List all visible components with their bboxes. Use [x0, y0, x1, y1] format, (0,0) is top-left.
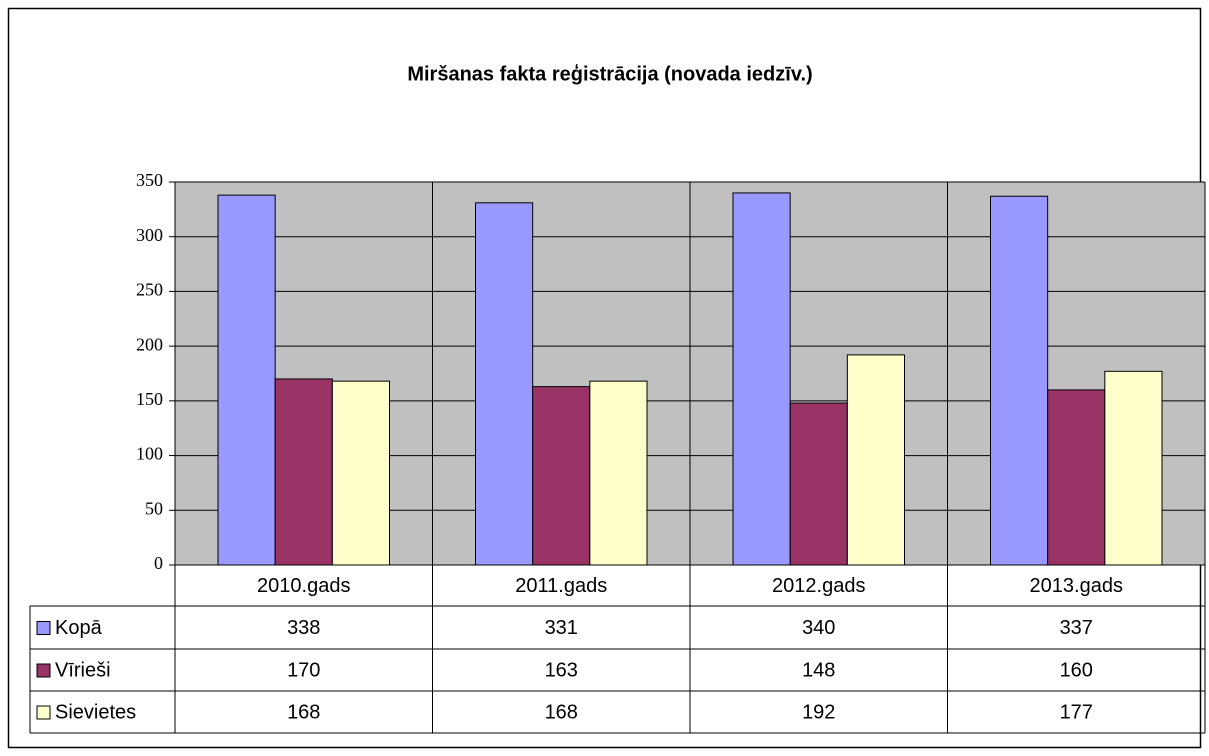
bar — [589, 380, 648, 566]
x-tick-label: 2010.gads — [257, 575, 350, 597]
bar — [1104, 370, 1163, 566]
table-value: 168 — [545, 701, 578, 723]
legend-key — [36, 663, 51, 678]
table-value: 340 — [802, 617, 835, 639]
x-tick-label: 2011.gads — [515, 575, 607, 597]
bar — [789, 402, 848, 566]
table-value: 192 — [802, 701, 835, 723]
x-tick-label: 2013.gads — [1030, 575, 1123, 597]
table-value: 163 — [545, 659, 578, 681]
bar — [331, 380, 390, 566]
chart-title: Miršanas fakta reģistrācija (novada iedz… — [407, 63, 812, 85]
table-value: 168 — [287, 701, 320, 723]
y-tick-label: 300 — [136, 225, 163, 245]
y-tick-label: 200 — [136, 334, 163, 354]
y-tick-label: 150 — [136, 389, 163, 409]
y-tick-label: 0 — [154, 553, 163, 573]
bar — [532, 386, 591, 566]
legend-label: Sievietes — [55, 701, 136, 723]
table-value: 177 — [1060, 701, 1093, 723]
bar — [274, 378, 333, 566]
bar — [217, 194, 276, 566]
bar — [990, 195, 1049, 566]
table-value: 170 — [287, 659, 320, 681]
table-value: 148 — [802, 659, 835, 681]
table-value: 331 — [545, 617, 578, 639]
y-tick-label: 350 — [136, 170, 163, 190]
x-tick-label: 2012.gads — [772, 575, 865, 597]
legend-label: Kopā — [55, 617, 103, 639]
bar — [846, 354, 905, 566]
legend-key — [36, 705, 51, 720]
y-tick-label: 250 — [136, 280, 163, 300]
bar — [1047, 389, 1106, 566]
bar — [475, 202, 534, 566]
legend-key — [36, 621, 51, 635]
y-tick-label: 100 — [136, 444, 163, 464]
y-tick-label: 50 — [145, 498, 163, 518]
bar — [732, 192, 791, 566]
table-value: 337 — [1060, 617, 1093, 639]
table-value: 160 — [1060, 659, 1093, 681]
table-value: 338 — [287, 617, 320, 639]
legend-label: Vīrieši — [55, 659, 111, 681]
